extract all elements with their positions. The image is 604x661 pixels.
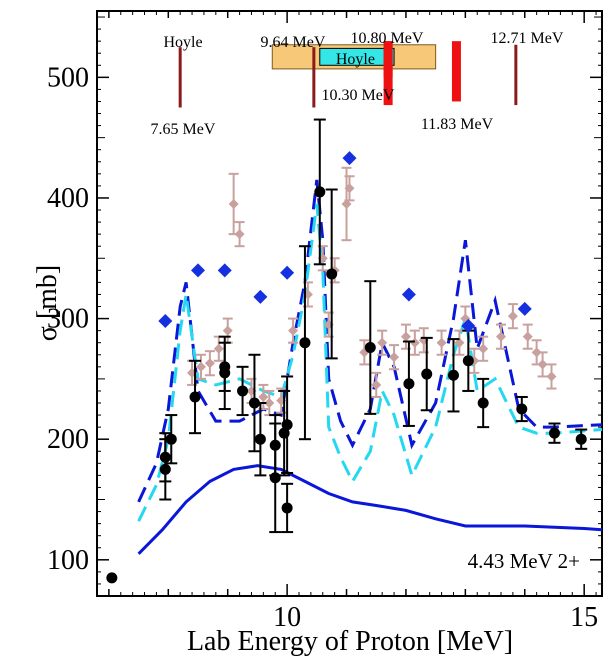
tan-point xyxy=(213,343,224,354)
tan-point xyxy=(341,198,352,209)
black-point xyxy=(165,433,177,445)
tan-point xyxy=(507,311,518,322)
black-point xyxy=(516,403,528,415)
resonance-label: 7.65 MeV xyxy=(151,121,216,138)
tan-point xyxy=(222,325,233,336)
tan-point xyxy=(546,371,557,382)
black-point xyxy=(219,361,231,373)
black-point xyxy=(462,355,474,367)
plot-annotation: 4.43 MeV 2+ xyxy=(468,549,580,573)
tan-point xyxy=(531,347,542,358)
x-tick-label: 15 xyxy=(570,602,598,633)
black-point xyxy=(269,472,281,484)
tan-point xyxy=(204,358,215,369)
resonance-label: 12.71 MeV xyxy=(491,30,564,47)
tan-point xyxy=(377,337,388,348)
resonance-bar xyxy=(312,47,316,108)
x-axis-title: Lab Energy of Proton [MeV] xyxy=(187,626,513,657)
black-point xyxy=(477,397,489,409)
black-point xyxy=(326,268,338,280)
black-point xyxy=(281,502,293,514)
resonance-label: 11.83 MeV xyxy=(421,116,494,133)
blue-diamond-point xyxy=(517,301,532,316)
black-point xyxy=(159,463,171,475)
black-point xyxy=(189,391,201,403)
y-tick-label: 100 xyxy=(47,545,89,576)
resonance-label: 9.64 MeV xyxy=(261,34,326,51)
black-point xyxy=(237,385,249,397)
blue-diamond-point xyxy=(401,287,416,302)
resonance-bar xyxy=(451,41,461,102)
tan-point xyxy=(288,325,299,336)
resonance-label: 10.80 MeV xyxy=(351,30,424,47)
resonance-markers: Hoyle Hoyle 7.65 MeV 9.64 MeV 10.30 MeV 10.80… xyxy=(151,30,564,138)
series-line-dashed xyxy=(137,203,603,522)
resonance-label: Hoyle xyxy=(163,34,202,51)
tan-point xyxy=(522,331,533,342)
tan-point xyxy=(389,352,400,363)
y-tick-label: 400 xyxy=(47,183,89,214)
tan-point xyxy=(195,361,206,372)
black-point xyxy=(281,419,293,431)
tan-point xyxy=(264,398,275,409)
blue-diamond-point xyxy=(217,263,232,278)
black-point xyxy=(364,342,376,354)
black-point xyxy=(314,186,326,198)
blue-diamond-point xyxy=(461,318,476,333)
series-line-solid xyxy=(137,464,603,555)
black-point xyxy=(403,378,415,390)
tan-point xyxy=(478,343,489,354)
black-point xyxy=(421,368,433,380)
plot-frame xyxy=(96,10,603,597)
y-tick-label: 300 xyxy=(47,304,89,335)
tan-point xyxy=(537,359,548,370)
tan-point xyxy=(258,391,269,402)
resonance-label: 10.30 MeV xyxy=(322,87,395,104)
x-tick-label: 10 xyxy=(273,602,301,633)
tan-point xyxy=(436,337,447,348)
tan-point xyxy=(344,183,355,194)
blue-diamond-point xyxy=(191,263,205,278)
blue-diamond-point xyxy=(253,289,268,304)
black-point xyxy=(299,337,311,349)
hoyle-band-inner xyxy=(319,47,395,66)
black-point xyxy=(575,433,587,445)
y-tick-label: 500 xyxy=(47,62,89,93)
data-points xyxy=(106,118,588,584)
tan-point xyxy=(409,337,420,348)
hoyle-band-label: Hoyle xyxy=(336,51,375,68)
resonance-bar xyxy=(383,41,393,78)
y-axis-title: σ [mb] xyxy=(32,265,63,342)
resonance-bar xyxy=(178,47,182,108)
black-point xyxy=(548,427,560,439)
tan-point xyxy=(454,337,465,348)
tan-point xyxy=(496,331,506,342)
y-tick-label: 200 xyxy=(47,424,89,455)
axis-labels: 10 15 100 200 300 400 500 xyxy=(47,62,598,633)
tan-point xyxy=(234,229,245,240)
resonance-bar xyxy=(514,44,518,106)
tan-point xyxy=(400,331,411,342)
blue-diamond-point xyxy=(158,313,173,328)
black-point xyxy=(447,369,459,381)
blue-diamond-point xyxy=(280,265,295,280)
black-point xyxy=(254,433,266,445)
black-point xyxy=(106,572,118,584)
axis-ticks xyxy=(97,11,602,596)
tan-point xyxy=(371,379,382,390)
blue-diamond-point xyxy=(342,151,357,166)
tan-point xyxy=(228,198,239,209)
